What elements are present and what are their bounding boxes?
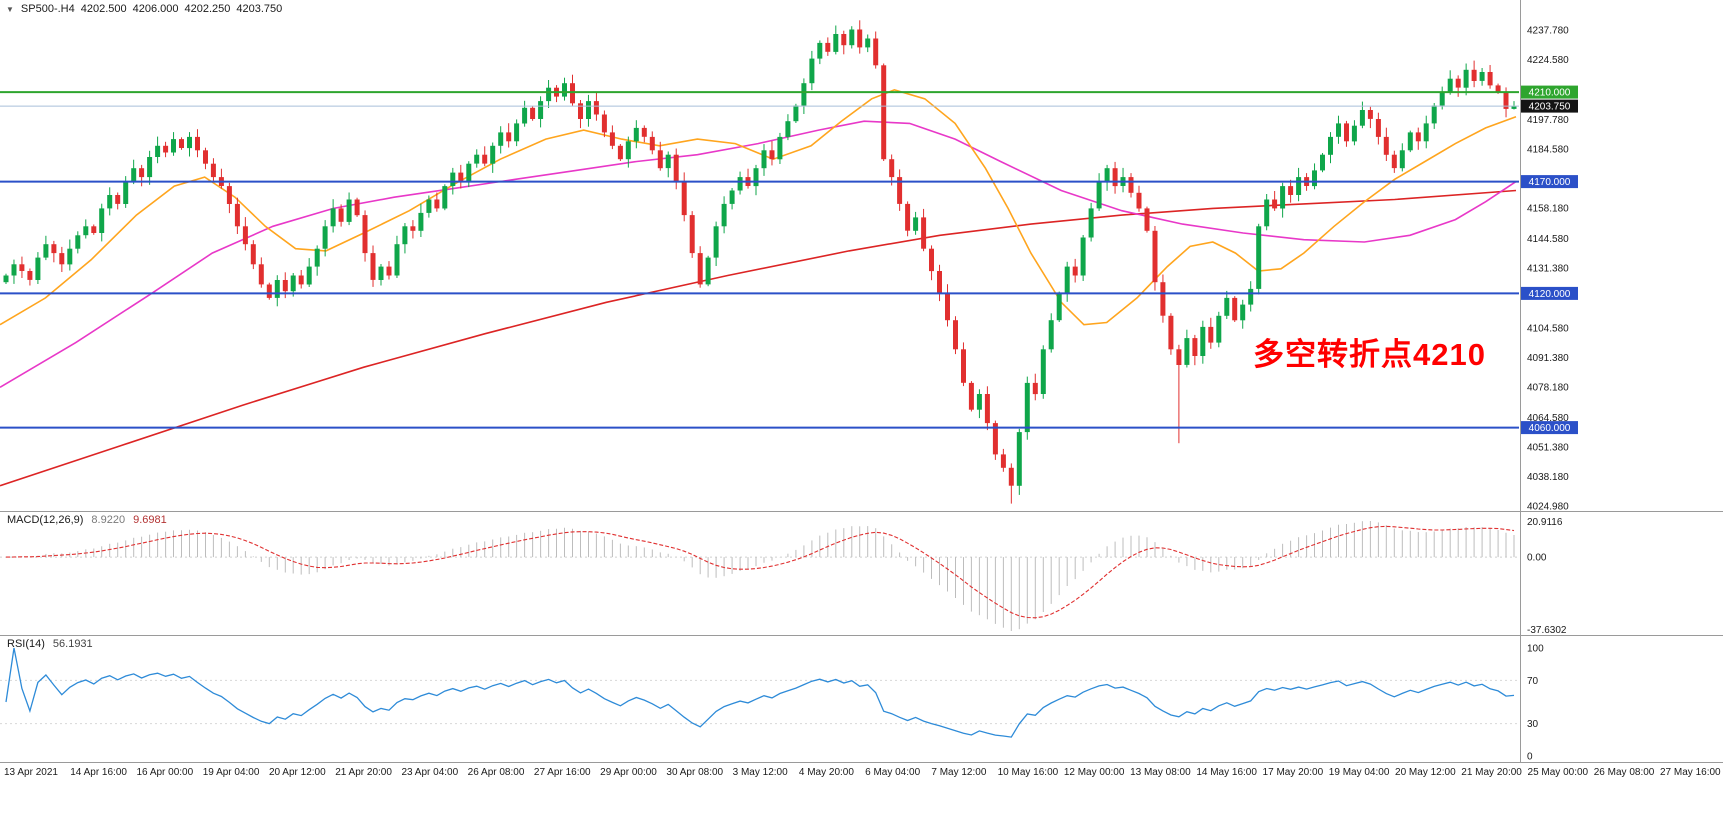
- price-axis-label: 4224.580: [1527, 55, 1569, 66]
- price-axis-label: 4184.580: [1527, 145, 1569, 156]
- price-axis[interactable]: 4237.780 4224.580 4210.000 4203.750 4197.780…: [1521, 26, 1578, 513]
- ohlc-open: 4202.500: [80, 3, 127, 15]
- price-badge-label: 4203.750: [1529, 102, 1571, 113]
- moving-averages-layer: [0, 89, 1517, 487]
- price-badge: [1521, 85, 1578, 99]
- macd-axis-label: 20.9116: [1527, 517, 1563, 528]
- ohlc-low: 4202.250: [184, 3, 231, 15]
- price-axis-label: 4104.580: [1527, 323, 1569, 334]
- symbol-period-label: SP500-.H4: [20, 3, 75, 15]
- price-axis-label: 4024.980: [1527, 501, 1569, 512]
- price-badge: [1521, 421, 1578, 435]
- panel-separators: [0, 0, 1723, 763]
- price-badge: [1521, 286, 1578, 300]
- macd-name: MACD(12,26,9): [7, 514, 84, 526]
- rsi-axis-label: 0: [1527, 752, 1533, 763]
- price-axis-label: 4051.380: [1527, 442, 1569, 453]
- price-badge: [1521, 175, 1578, 189]
- macd-signal-line: [5, 525, 1515, 619]
- price-badge: [1521, 99, 1578, 113]
- ma-mid-magenta: [0, 120, 1517, 388]
- rsi-pane[interactable]: 100 70 30 0: [0, 644, 1544, 763]
- rsi-value: 56.1931: [52, 638, 93, 650]
- price-axis-label: 4064.580: [1527, 413, 1569, 424]
- price-axis-label: 4237.780: [1527, 26, 1569, 37]
- ohlc-high: 4206.000: [132, 3, 179, 15]
- rsi-axis-label: 100: [1527, 644, 1544, 655]
- ma-fast-orange: [0, 89, 1517, 326]
- macd-axis-label: 0.00: [1527, 553, 1547, 564]
- rsi-line: [5, 647, 1515, 738]
- rsi-axis-label: 70: [1527, 676, 1539, 687]
- price-axis-label: 4158.180: [1527, 204, 1569, 215]
- price-badge-label: 4210.000: [1529, 88, 1571, 99]
- macd-pane[interactable]: 20.9116 0.00 -37.6302: [0, 517, 1567, 636]
- price-badge-label: 4060.000: [1529, 423, 1571, 434]
- macd-signal-value: 9.6981: [133, 514, 167, 526]
- rsi-axis-label: 30: [1527, 719, 1539, 730]
- macd-axis-label: -37.6302: [1527, 625, 1567, 636]
- rsi-indicator-label: RSI(14) 56.1931: [7, 638, 93, 650]
- macd-indicator-label: MACD(12,26,9) 8.9220 9.6981: [7, 514, 167, 526]
- price-axis-label: 4197.780: [1527, 115, 1569, 126]
- price-axis-label: 4144.580: [1527, 234, 1569, 245]
- hlines-layer[interactable]: [0, 91, 1519, 429]
- price-axis-label: 4038.180: [1527, 472, 1569, 483]
- ohlc-close: 4203.750: [236, 3, 283, 15]
- price-badge-label: 4170.000: [1529, 177, 1571, 188]
- price-axis-label: 4091.380: [1527, 353, 1569, 364]
- price-axis-label: 4078.180: [1527, 382, 1569, 393]
- annotation-text: 多空转折点4210: [1253, 337, 1486, 372]
- candles-layer[interactable]: [3, 20, 1517, 504]
- chart-title: ▼ SP500-.H4 4202.500 4206.000 4202.250 4…: [6, 3, 282, 15]
- rsi-name: RSI(14): [7, 638, 45, 650]
- chart-marker-icon: ▼: [6, 4, 14, 14]
- macd-main-value: 8.9220: [91, 514, 126, 526]
- price-badge-label: 4120.000: [1529, 289, 1571, 300]
- price-axis-label: 4131.380: [1527, 263, 1569, 274]
